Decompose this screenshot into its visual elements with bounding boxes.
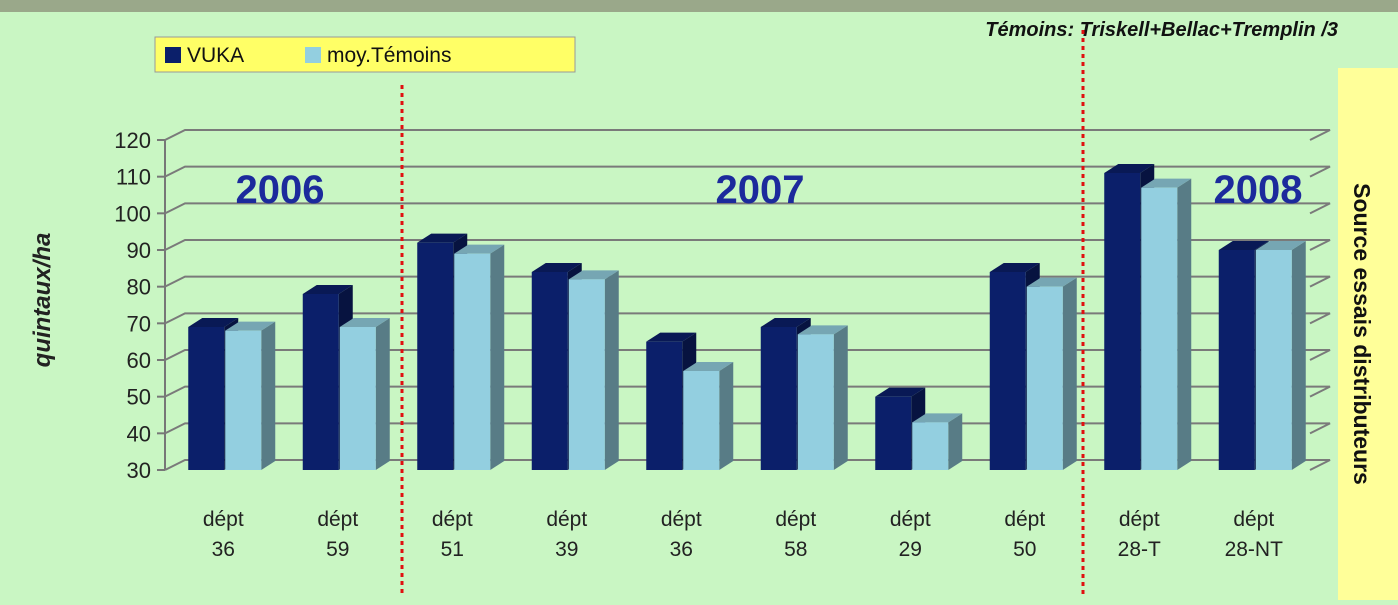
bar-top <box>1026 277 1077 287</box>
bar <box>568 279 605 470</box>
bar <box>1141 187 1178 470</box>
bar-top <box>417 233 468 243</box>
bar-top <box>797 325 848 335</box>
bar <box>683 371 720 470</box>
legend-box <box>154 36 576 73</box>
bar <box>760 327 797 470</box>
bar-top <box>531 263 582 272</box>
y-tick-label: 90 <box>127 238 151 263</box>
bar <box>454 253 491 470</box>
legend-swatch <box>165 47 181 63</box>
bar <box>1218 250 1255 470</box>
bar-top <box>302 285 353 294</box>
bar <box>1104 173 1141 470</box>
source: Source essais distributeurs <box>1349 183 1375 485</box>
y-tick-label: 60 <box>127 348 151 373</box>
y-tick-label: 100 <box>114 201 151 226</box>
grid-line <box>164 385 1331 398</box>
legend-swatch <box>305 47 321 63</box>
bar-top <box>760 318 811 327</box>
top-strip <box>0 0 1398 12</box>
grid-line <box>164 239 1331 251</box>
bar <box>875 396 912 470</box>
bar-top <box>1141 178 1192 188</box>
x-tick-label: dépt 51 <box>431 508 473 561</box>
x-tick-label: dépt 59 <box>317 508 359 561</box>
y-tick-label: 40 <box>127 421 151 446</box>
x-tick-label: dépt 28-NT <box>1224 508 1283 561</box>
grid-line <box>164 165 1331 178</box>
bar <box>797 334 834 470</box>
bar-top <box>1255 241 1306 250</box>
legend-label: moy.Témoins <box>327 44 451 67</box>
y-tick-label: 110 <box>116 165 151 190</box>
bar <box>1026 286 1063 470</box>
note: Témoins: Triskell+Bellac+Tremplin /3 <box>985 19 1338 41</box>
bar <box>339 327 376 470</box>
x-tick-label: dépt 36 <box>660 508 702 561</box>
bar-side <box>375 318 390 470</box>
legend-label: VUKA <box>187 44 244 67</box>
bar-side <box>1291 241 1306 470</box>
bar-side <box>1177 178 1192 470</box>
annotation: 2008 <box>1214 168 1303 212</box>
grid-line <box>164 275 1331 288</box>
bar-top <box>912 413 963 423</box>
bar <box>531 272 568 470</box>
x-tick-label: dépt 36 <box>202 508 244 561</box>
grid-line <box>164 459 1331 471</box>
bar-side <box>490 244 505 470</box>
bar <box>646 341 683 470</box>
bar-side <box>948 413 963 470</box>
bar <box>188 327 225 470</box>
bar-top <box>989 263 1040 272</box>
x-tick-label: dépt 39 <box>546 508 588 561</box>
annotation: 2007 <box>716 168 805 212</box>
y-axis-label: quintaux/ha <box>29 233 56 368</box>
y-tick-label: 70 <box>127 311 151 336</box>
bar <box>989 272 1026 470</box>
y-tick-label: 80 <box>127 275 151 300</box>
bar-side <box>833 325 848 470</box>
bar-top <box>875 387 926 397</box>
bar-side <box>719 362 734 470</box>
grid-line <box>164 422 1331 435</box>
x-tick-label: dépt 58 <box>775 508 817 561</box>
x-tick-label: dépt 50 <box>1004 508 1046 561</box>
x-tick-label: dépt 29 <box>889 508 931 561</box>
bar <box>302 294 339 470</box>
y-tick-label: 50 <box>127 385 151 410</box>
bar-side <box>261 321 276 470</box>
y-tick-label: 30 <box>127 458 151 483</box>
grid-line <box>164 312 1331 325</box>
bar-top <box>339 318 390 327</box>
bar-top <box>1104 164 1155 173</box>
bar-top <box>188 318 239 327</box>
x-tick-label: dépt 28-T <box>1117 508 1161 561</box>
bar-top <box>568 270 619 280</box>
source-box <box>1338 68 1398 600</box>
annotation: 2006 <box>236 168 325 212</box>
bar-top <box>1218 241 1269 250</box>
bar-top <box>646 332 697 342</box>
bar-top <box>225 321 276 331</box>
bar-top <box>454 244 505 254</box>
bar <box>912 422 949 470</box>
bar-side <box>604 270 619 470</box>
bar <box>1255 250 1292 470</box>
bar <box>417 242 454 470</box>
y-tick-label: 120 <box>114 128 151 153</box>
bar-top <box>683 362 734 371</box>
bar <box>225 330 262 470</box>
grid-line <box>164 349 1331 361</box>
grid-line <box>164 202 1331 215</box>
bar-side <box>1062 277 1077 470</box>
grid-line <box>164 129 1331 141</box>
